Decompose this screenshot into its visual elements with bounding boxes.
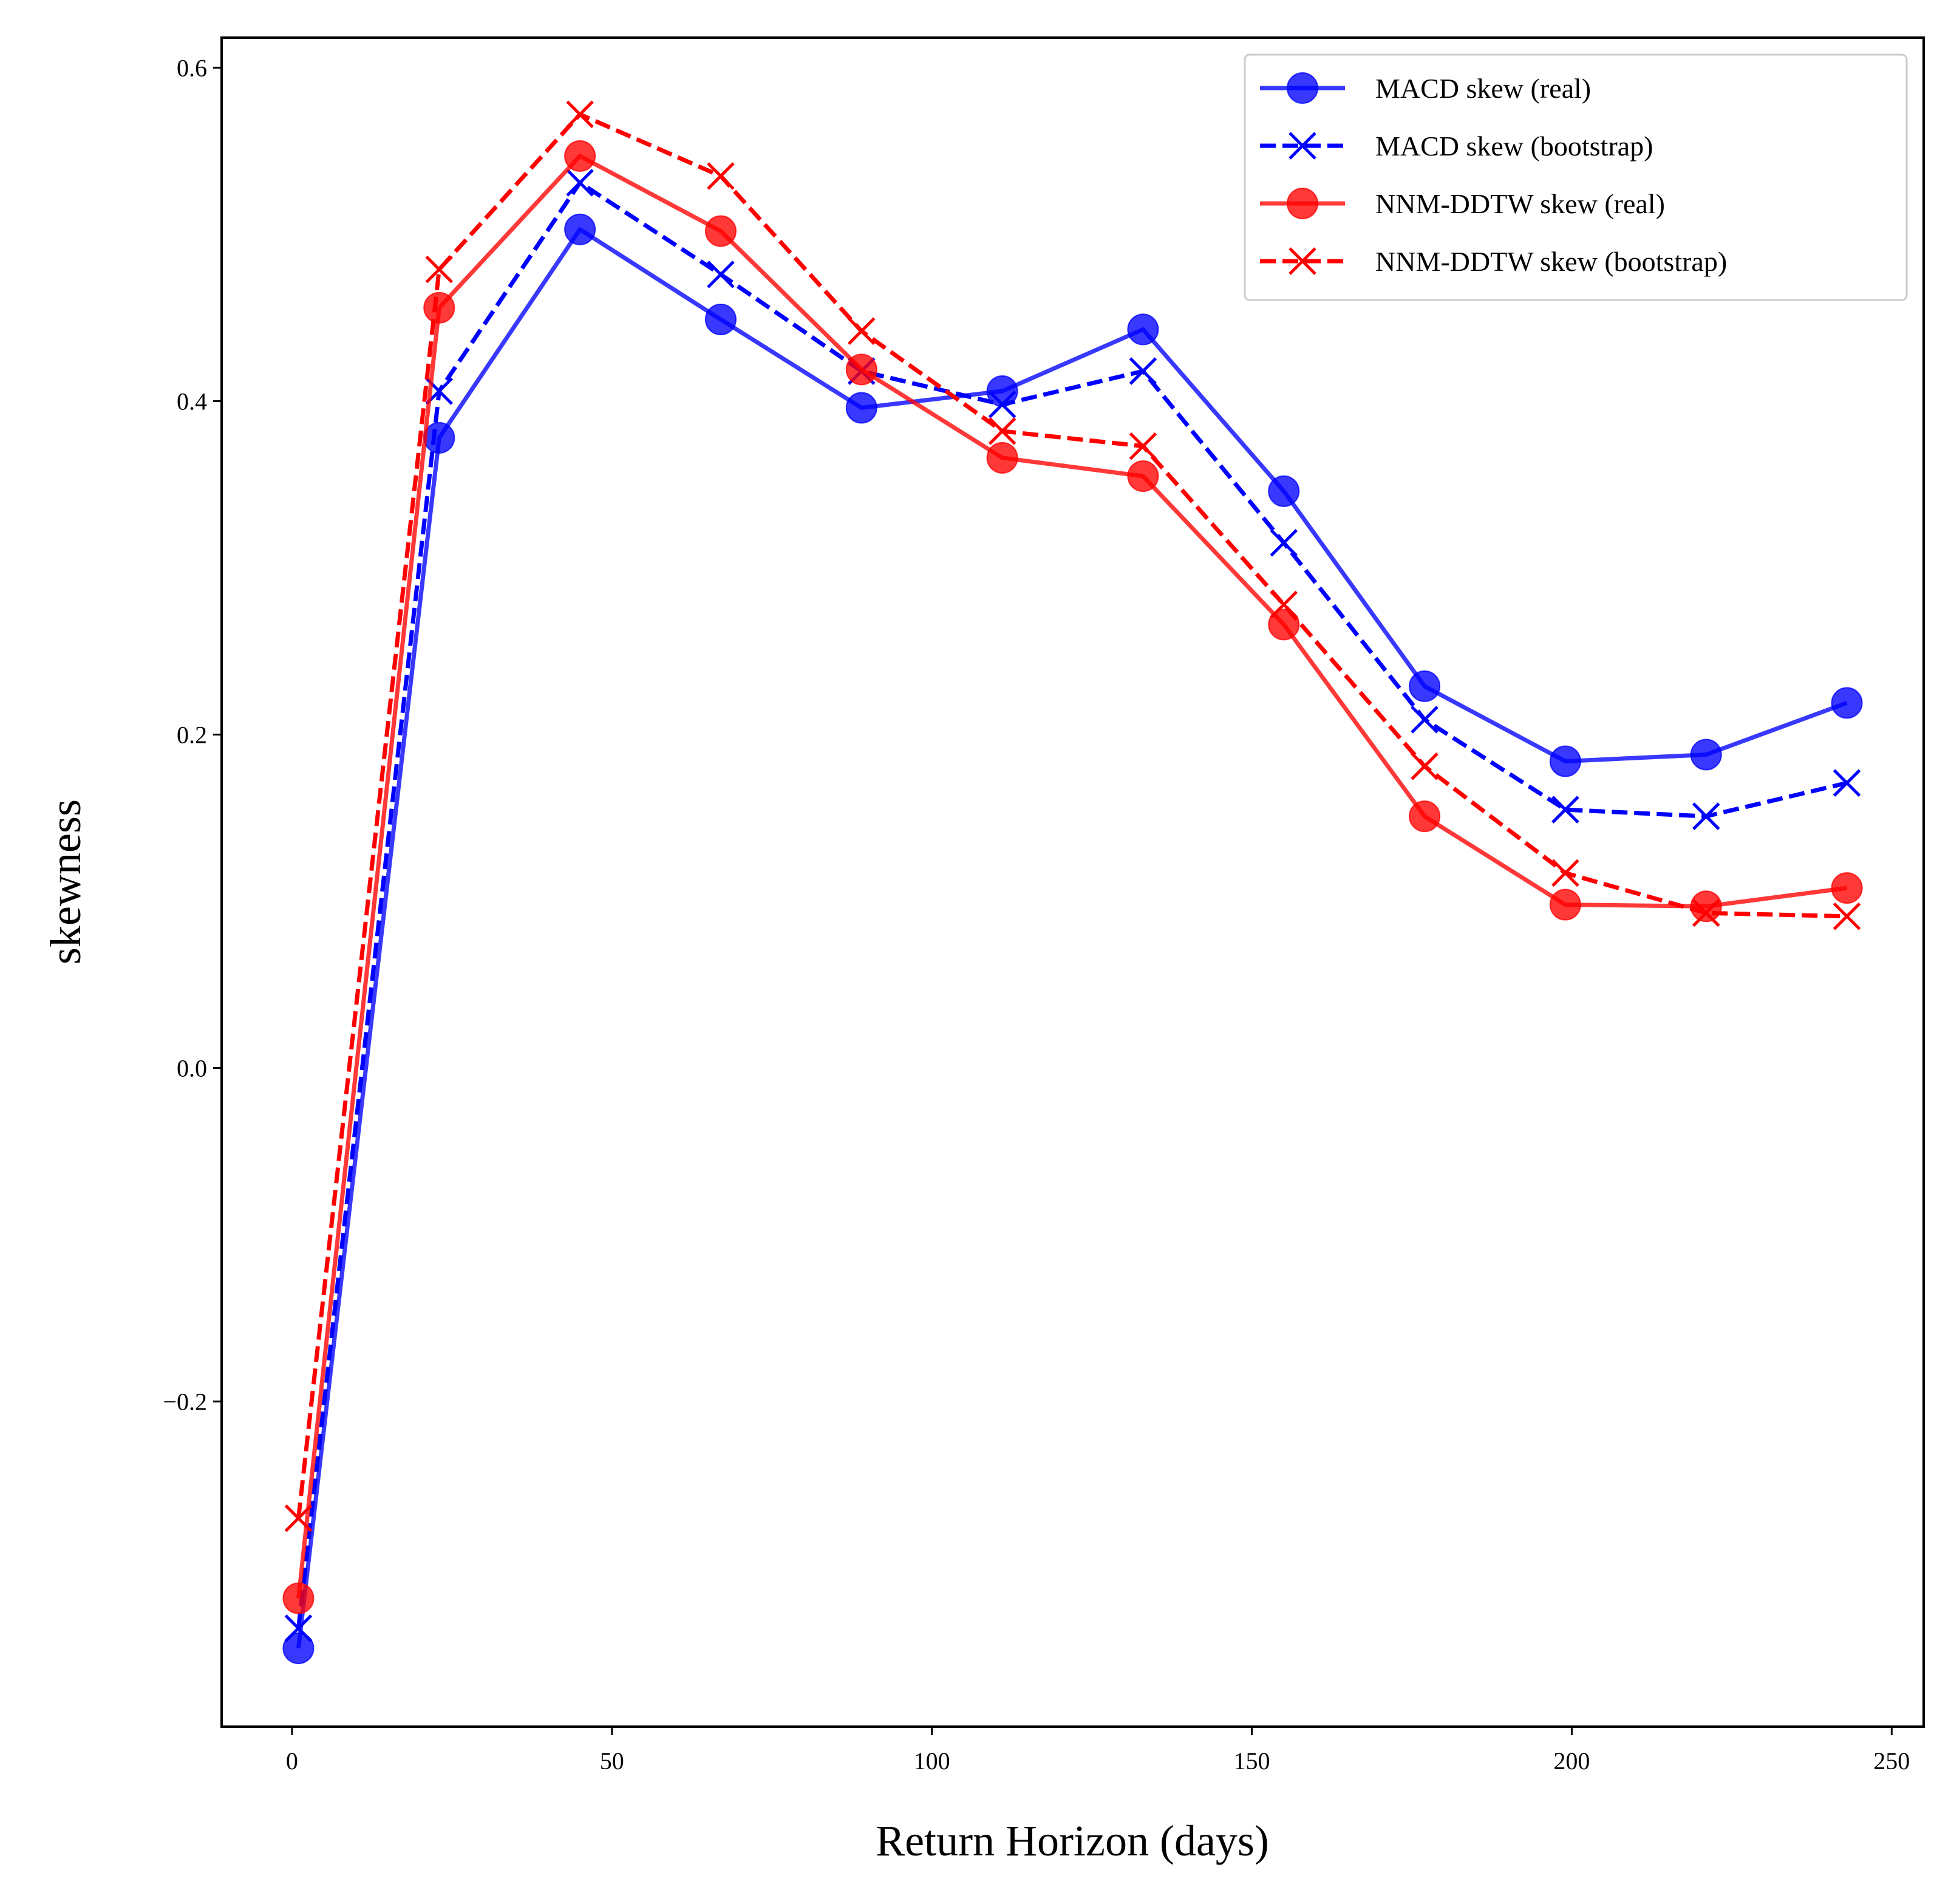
axes: 0 50 100 150 200 250 −0.2 0.0 0.2 0.4 0.6 (163, 54, 1910, 1775)
data-point (847, 317, 876, 345)
series-line (296, 227, 1848, 1649)
axes-frame (220, 36, 1925, 1728)
legend-marker (1289, 132, 1316, 160)
data-point (282, 1632, 315, 1664)
plot-area (282, 100, 1863, 1664)
data-point (1268, 609, 1300, 641)
data-point (1690, 739, 1722, 771)
legend-box (1244, 53, 1908, 301)
legend-entry: MACD skew (bootstrap) (1260, 131, 1653, 162)
series-line (296, 154, 1847, 1599)
data-point (1270, 590, 1298, 619)
legend-label: NNM-DDTW skew (bootstrap) (1375, 246, 1727, 277)
data-point (566, 100, 594, 129)
data-point (1127, 460, 1159, 493)
series-line (296, 112, 1847, 1519)
y-tick-label: 0.2 (177, 722, 207, 749)
legend-entry: NNM-DDTW skew (real) (1260, 188, 1665, 219)
y-tick-label: −0.2 (163, 1388, 207, 1416)
x-tick-label: 50 (600, 1747, 624, 1775)
series-4 (284, 100, 1861, 1532)
data-point (704, 215, 737, 247)
data-point (1270, 529, 1298, 557)
data-point (284, 1614, 313, 1642)
data-point (1129, 357, 1157, 385)
data-point (988, 391, 1016, 418)
legend-label: NNM-DDTW skew (real) (1375, 188, 1665, 219)
data-point (1551, 796, 1579, 824)
data-point (707, 162, 735, 190)
data-point (566, 169, 594, 197)
data-point (1831, 872, 1863, 904)
data-point (845, 353, 877, 386)
series-line (296, 180, 1848, 1629)
data-point (1411, 752, 1439, 780)
legend-marker (1289, 247, 1316, 275)
data-point (1127, 313, 1159, 346)
legend-entry: NNM-DDTW skew (bootstrap) (1260, 246, 1727, 277)
x-axis-label: Return Horizon (days) (876, 1817, 1269, 1865)
data-point (1549, 889, 1581, 921)
x-tick-label: 200 (1553, 1747, 1590, 1775)
data-point (1549, 745, 1581, 777)
y-tick-label: 0.6 (177, 54, 207, 81)
data-point (1833, 903, 1861, 930)
legend-label: MACD skew (bootstrap) (1375, 131, 1653, 162)
series-3 (282, 140, 1863, 1614)
x-tick-label: 150 (1234, 1747, 1270, 1775)
y-axis-label: skewness (41, 799, 90, 964)
data-point (1409, 670, 1441, 702)
x-tick-label: 100 (914, 1747, 950, 1775)
data-point (564, 140, 596, 172)
legend-entry: MACD skew (real) (1260, 72, 1591, 104)
data-point (425, 255, 454, 284)
data-point (282, 1582, 315, 1614)
y-tick-label: 0.4 (177, 387, 207, 415)
series-1 (282, 213, 1863, 1664)
legend-marker (1287, 188, 1318, 219)
data-point (1692, 899, 1720, 927)
data-point (284, 1504, 313, 1532)
data-point (707, 261, 735, 288)
data-point (423, 421, 455, 454)
legend-label: MACD skew (real) (1375, 73, 1591, 104)
data-point (1411, 706, 1439, 734)
data-point (845, 392, 877, 424)
data-point (1690, 890, 1722, 923)
data-point (423, 292, 455, 324)
data-point (988, 417, 1016, 445)
data-point (1831, 687, 1863, 719)
x-tick-label: 250 (1873, 1747, 1910, 1775)
data-point (1692, 802, 1720, 830)
data-point (1268, 475, 1300, 507)
data-point (1551, 859, 1579, 887)
data-point (986, 442, 1018, 474)
series-2 (284, 169, 1861, 1642)
data-point (1129, 432, 1157, 460)
y-tick-label: 0.0 (177, 1055, 207, 1082)
data-point (1409, 800, 1441, 833)
legend-marker (1287, 72, 1318, 104)
data-point (564, 213, 596, 245)
legend: MACD skew (real) MACD skew (bootstrap) NNM… (1244, 53, 1908, 301)
data-point (704, 303, 737, 335)
x-tick-label: 0 (286, 1747, 298, 1775)
data-point (1833, 769, 1861, 797)
